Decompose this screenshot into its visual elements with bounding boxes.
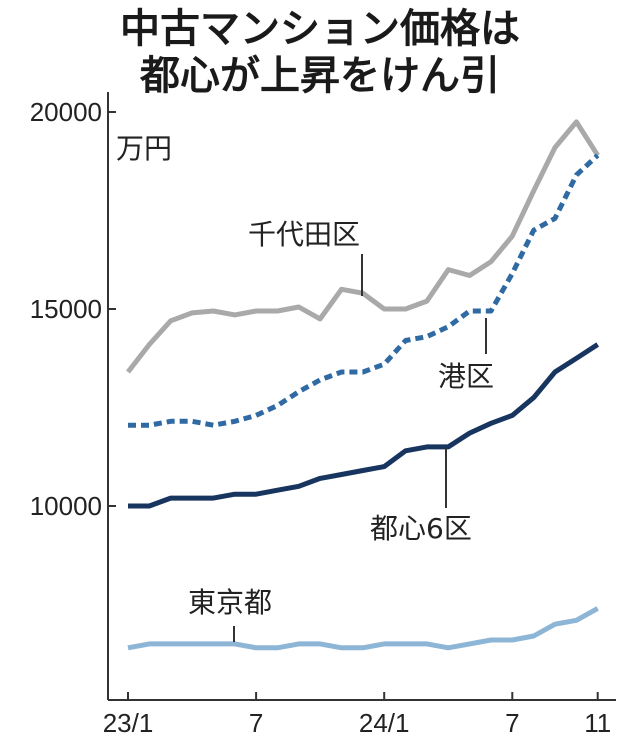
x-tick-label: 24/1	[359, 708, 410, 738]
chart-axes: 10000 15000 20000 万円 23/1 7 24/1 7 11	[30, 92, 616, 738]
y-unit-label: 万円	[116, 132, 172, 165]
x-tick-label: 11	[584, 708, 611, 738]
series-label-tokyo: 東京都	[188, 586, 272, 619]
series-label-minato: 港区	[438, 360, 494, 393]
y-tick-label: 10000	[30, 491, 102, 521]
chart-title-line1: 中古マンション価格は	[120, 6, 520, 52]
series-label-toshin6: 都心6区	[370, 512, 472, 545]
series-label-chiyoda: 千代田区	[248, 218, 360, 251]
x-tick-label: 7	[249, 708, 263, 738]
x-tick-label: 23/1	[103, 708, 154, 738]
chart-title: 中古マンション価格は 都心が上昇をけん引	[0, 6, 640, 100]
series-line-tokyo	[127, 606, 599, 651]
y-tick-label: 15000	[30, 294, 102, 324]
x-tick-label: 7	[505, 708, 519, 738]
series-line-toshin6	[128, 342, 600, 509]
series-line-minato	[128, 153, 600, 428]
chart-title-line2: 都心が上昇をけん引	[140, 53, 500, 99]
y-tick-label: 20000	[30, 97, 102, 127]
chart-series	[126, 119, 600, 651]
